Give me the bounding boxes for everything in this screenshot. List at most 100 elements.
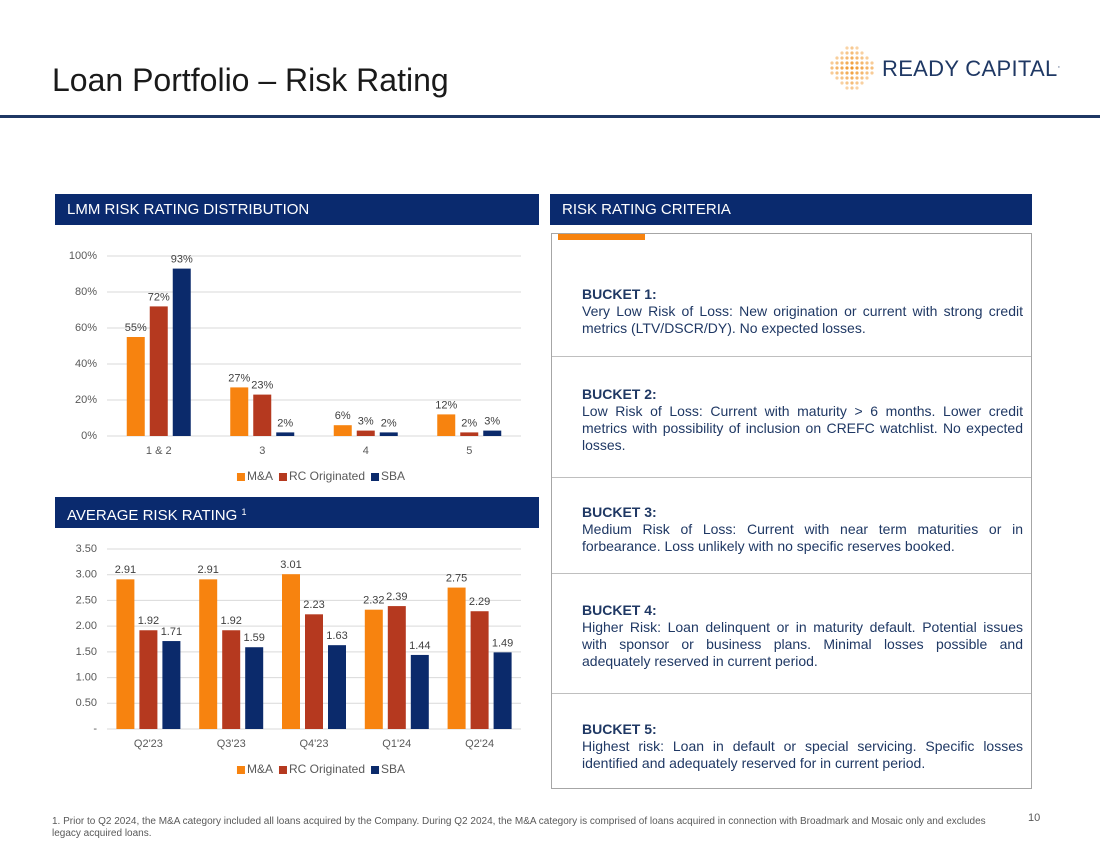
logo: READY CAPITAL. bbox=[882, 56, 1061, 82]
accent-bar bbox=[558, 234, 645, 240]
data-label: 3% bbox=[358, 416, 374, 428]
logo-dot bbox=[845, 61, 849, 65]
chart-title: AVERAGE RISK RATING bbox=[67, 507, 238, 524]
logo-dot bbox=[840, 81, 844, 85]
x-tick-label: Q2'23 bbox=[134, 738, 163, 750]
data-label: 2.91 bbox=[115, 564, 136, 576]
legend-swatch bbox=[371, 473, 380, 481]
criteria-header: RISK RATING CRITERIA bbox=[550, 194, 1032, 225]
logo-dot bbox=[840, 61, 844, 65]
bar bbox=[305, 614, 323, 729]
data-label: 6% bbox=[335, 410, 351, 422]
data-label: 2.75 bbox=[446, 572, 467, 584]
logo-dot bbox=[855, 61, 859, 65]
logo-dot bbox=[845, 71, 849, 75]
data-label: 2% bbox=[277, 417, 293, 429]
logo-dot bbox=[830, 66, 834, 70]
logo-dot bbox=[845, 66, 849, 70]
y-tick-label: 0.50 bbox=[76, 697, 97, 709]
criteria-title: RISK RATING CRITERIA bbox=[562, 201, 731, 218]
bucket-separator bbox=[552, 573, 1031, 574]
logo-dot bbox=[850, 71, 854, 75]
data-label: 2% bbox=[381, 417, 397, 429]
logo-dot bbox=[860, 56, 864, 60]
logo-dot bbox=[855, 51, 859, 55]
bucket-title: BUCKET 1: bbox=[582, 286, 657, 302]
logo-dot bbox=[855, 66, 859, 70]
y-tick-label: 3.00 bbox=[76, 569, 97, 581]
logo-dot bbox=[855, 46, 859, 50]
data-label: 1.49 bbox=[492, 637, 513, 649]
bar bbox=[437, 414, 456, 436]
y-tick-label: 2.50 bbox=[76, 594, 97, 606]
legend-label: SBA bbox=[381, 469, 405, 483]
bucket-separator bbox=[552, 477, 1031, 478]
bar bbox=[379, 432, 398, 436]
x-tick-label: Q3'23 bbox=[217, 738, 246, 750]
data-label: 1.63 bbox=[326, 630, 347, 642]
x-tick-label: Q2'24 bbox=[465, 738, 494, 750]
logo-dot bbox=[865, 71, 869, 75]
y-tick-label: 40% bbox=[75, 358, 97, 370]
bucket-separator bbox=[552, 356, 1031, 357]
bar bbox=[230, 387, 249, 436]
y-tick-label: - bbox=[93, 723, 97, 735]
chart-title: LMM RISK RATING DISTRIBUTION bbox=[67, 201, 310, 218]
bar bbox=[333, 425, 352, 436]
data-label: 93% bbox=[171, 254, 193, 266]
logo-dot bbox=[870, 66, 874, 70]
bucket: BUCKET 1: Very Low Risk of Loss: New orig… bbox=[582, 286, 1023, 337]
bar bbox=[162, 641, 181, 729]
bar bbox=[387, 606, 406, 729]
bucket-title: BUCKET 3: bbox=[582, 504, 657, 520]
logo-dot bbox=[865, 66, 869, 70]
y-tick-label: 80% bbox=[75, 286, 97, 298]
bar bbox=[460, 432, 479, 436]
legend-label: SBA bbox=[381, 762, 405, 776]
bucket-text: Medium Risk of Loss: Current with near t… bbox=[582, 521, 1023, 554]
bucket-title: BUCKET 5: bbox=[582, 721, 657, 737]
bucket: BUCKET 3: Medium Risk of Loss: Current wi… bbox=[582, 504, 1023, 555]
data-label: 2.23 bbox=[303, 599, 324, 611]
logo-dot bbox=[840, 56, 844, 60]
logo-dot bbox=[850, 51, 854, 55]
bar bbox=[172, 268, 191, 436]
y-tick-label: 1.50 bbox=[76, 646, 97, 658]
logo-dot bbox=[865, 76, 869, 80]
bar bbox=[276, 432, 295, 436]
data-label: 23% bbox=[251, 380, 273, 392]
data-label: 3.01 bbox=[280, 559, 301, 571]
bar bbox=[356, 430, 375, 436]
legend-swatch bbox=[236, 766, 245, 774]
logo-dot bbox=[835, 71, 839, 75]
logo-dot bbox=[860, 76, 864, 80]
bucket-text: Higher Risk: Loan delinquent or in matur… bbox=[582, 619, 1023, 669]
bucket-text: Very Low Risk of Loss: New origination o… bbox=[582, 303, 1023, 336]
legend-label: RC Originated bbox=[289, 762, 365, 776]
data-label: 1.92 bbox=[138, 615, 159, 627]
logo-dot bbox=[850, 86, 854, 90]
data-label: 2.91 bbox=[197, 564, 218, 576]
page-number: 10 bbox=[1028, 812, 1041, 824]
logo-dot bbox=[840, 76, 844, 80]
logo-dot bbox=[855, 71, 859, 75]
bar bbox=[126, 337, 145, 436]
logo-text: READY CAPITAL bbox=[882, 56, 1058, 81]
bar bbox=[410, 654, 429, 729]
bar bbox=[149, 306, 168, 436]
data-label: 72% bbox=[148, 291, 170, 303]
legend-swatch bbox=[278, 766, 287, 774]
logo-dot bbox=[850, 76, 854, 80]
footnote: 1. Prior to Q2 2024, the M&A category in… bbox=[52, 816, 986, 839]
data-label: 1.92 bbox=[220, 615, 241, 627]
logo-dot bbox=[845, 46, 849, 50]
logo-dot bbox=[865, 61, 869, 65]
data-label: 2.32 bbox=[363, 595, 384, 607]
logo-dot bbox=[840, 66, 844, 70]
bar bbox=[199, 579, 218, 729]
chart-header: LMM RISK RATING DISTRIBUTION bbox=[55, 194, 539, 225]
data-label: 3% bbox=[484, 416, 500, 428]
data-label: 2.29 bbox=[469, 596, 490, 608]
logo-dot bbox=[860, 61, 864, 65]
